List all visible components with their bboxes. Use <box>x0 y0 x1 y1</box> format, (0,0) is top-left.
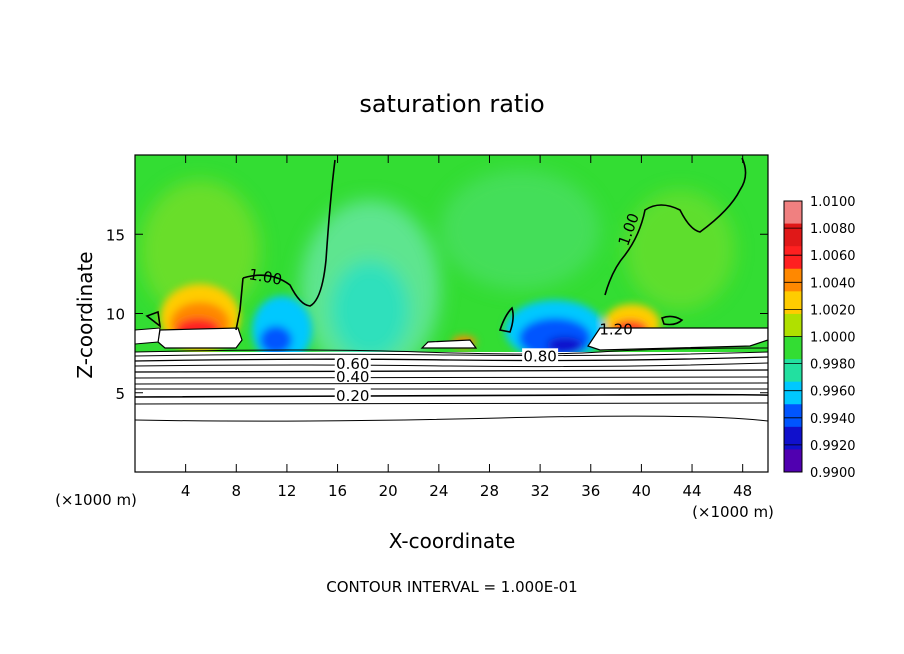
colorbar-label: 0.9960 <box>810 385 856 400</box>
colorbar-cell <box>784 449 802 473</box>
colorbar-label: 1.0000 <box>810 331 856 346</box>
x-tick-label: 48 <box>733 482 752 500</box>
contour-label-bg <box>522 348 559 363</box>
colorbar-label: 1.0080 <box>810 222 856 237</box>
x-axis-label: X-coordinate <box>389 529 516 553</box>
cloud-left <box>157 327 243 349</box>
y-tick-label: 5 <box>115 385 125 403</box>
colorbar-label: 0.9940 <box>810 412 856 427</box>
cloud-mid <box>420 339 478 349</box>
colorbar-cell <box>784 426 802 450</box>
contour-label: 0.40 <box>336 368 369 386</box>
x-tick-label: 40 <box>632 482 651 500</box>
contour-interval-footer: CONTOUR INTERVAL = 1.000E-01 <box>326 578 577 596</box>
field-low-upper-core <box>330 260 410 360</box>
colorbar-cell <box>784 201 802 225</box>
x-tick-label: 24 <box>429 482 448 500</box>
x-tick-label: 36 <box>581 482 600 500</box>
colorbar-label: 0.9900 <box>810 466 856 481</box>
lower-contours <box>135 347 768 422</box>
colorbar-cell <box>784 359 802 383</box>
colorbar-cell <box>784 381 802 405</box>
contour-label-bg <box>334 387 371 402</box>
cloud-right <box>587 327 768 351</box>
contour-label: 1.20 <box>599 320 632 338</box>
colorbar-label: 0.9920 <box>810 439 856 454</box>
colorbar-cell <box>784 246 802 270</box>
x-tick-label: 20 <box>379 482 398 500</box>
colorbar-cell <box>784 336 802 360</box>
field-faint-yellow-left <box>140 180 260 320</box>
colorbar-label: 1.0100 <box>810 195 856 210</box>
colorbar-cell <box>784 404 802 428</box>
x-axis-unit-right: (×1000 m) <box>692 503 774 521</box>
x-tick-label: 16 <box>328 482 347 500</box>
field-faint-yellow-right <box>625 190 735 310</box>
contour-label-bg <box>334 368 371 383</box>
contour-1-00 <box>145 157 747 333</box>
x-tick-label: 4 <box>181 482 191 500</box>
y-axis: 5 10 15 <box>106 226 768 403</box>
colorbar: 1.0100 1.0080 1.0060 1.0040 1.0020 1.0000 0.99… <box>783 195 856 481</box>
contour-label: 0.80 <box>523 347 556 365</box>
x-tick-label: 28 <box>480 482 499 500</box>
y-axis-label: Z-coordinate <box>73 251 97 378</box>
contour-label-bg <box>334 356 371 371</box>
contour-labels: 1.001.001.200.800.600.400.20 <box>247 211 643 405</box>
field-upper-mid <box>440 170 600 290</box>
colorbar-label: 1.0060 <box>810 249 856 264</box>
field-min-left-core <box>260 326 292 354</box>
x-axis-unit-left: (×1000 m) <box>55 491 137 509</box>
x-tick-label: 32 <box>531 482 550 500</box>
contour-label: 1.00 <box>247 265 283 289</box>
y-tick-label: 10 <box>106 306 125 324</box>
colorbar-label: 1.0040 <box>810 276 856 291</box>
x-axis: 4 8 12 16 20 24 28 32 36 40 44 48 <box>181 155 752 500</box>
chart-title: saturation ratio <box>359 90 544 118</box>
colorbar-label: 0.9980 <box>810 358 856 373</box>
contour-label: 0.60 <box>336 355 369 373</box>
contour-label: 0.20 <box>336 387 369 405</box>
colorbar-cell <box>784 291 802 315</box>
x-tick-label: 12 <box>277 482 296 500</box>
colorbar-label: 1.0020 <box>810 303 856 318</box>
cloud-left-edge <box>135 327 161 345</box>
x-tick-label: 8 <box>232 482 242 500</box>
colorbar-cell <box>784 313 802 337</box>
colorbar-cell <box>784 268 802 292</box>
saturation-field: 1.001.001.200.800.600.400.20 <box>135 155 768 472</box>
y-tick-label: 15 <box>106 226 125 244</box>
x-tick-label: 44 <box>682 482 701 500</box>
colorbar-cell <box>784 223 802 247</box>
